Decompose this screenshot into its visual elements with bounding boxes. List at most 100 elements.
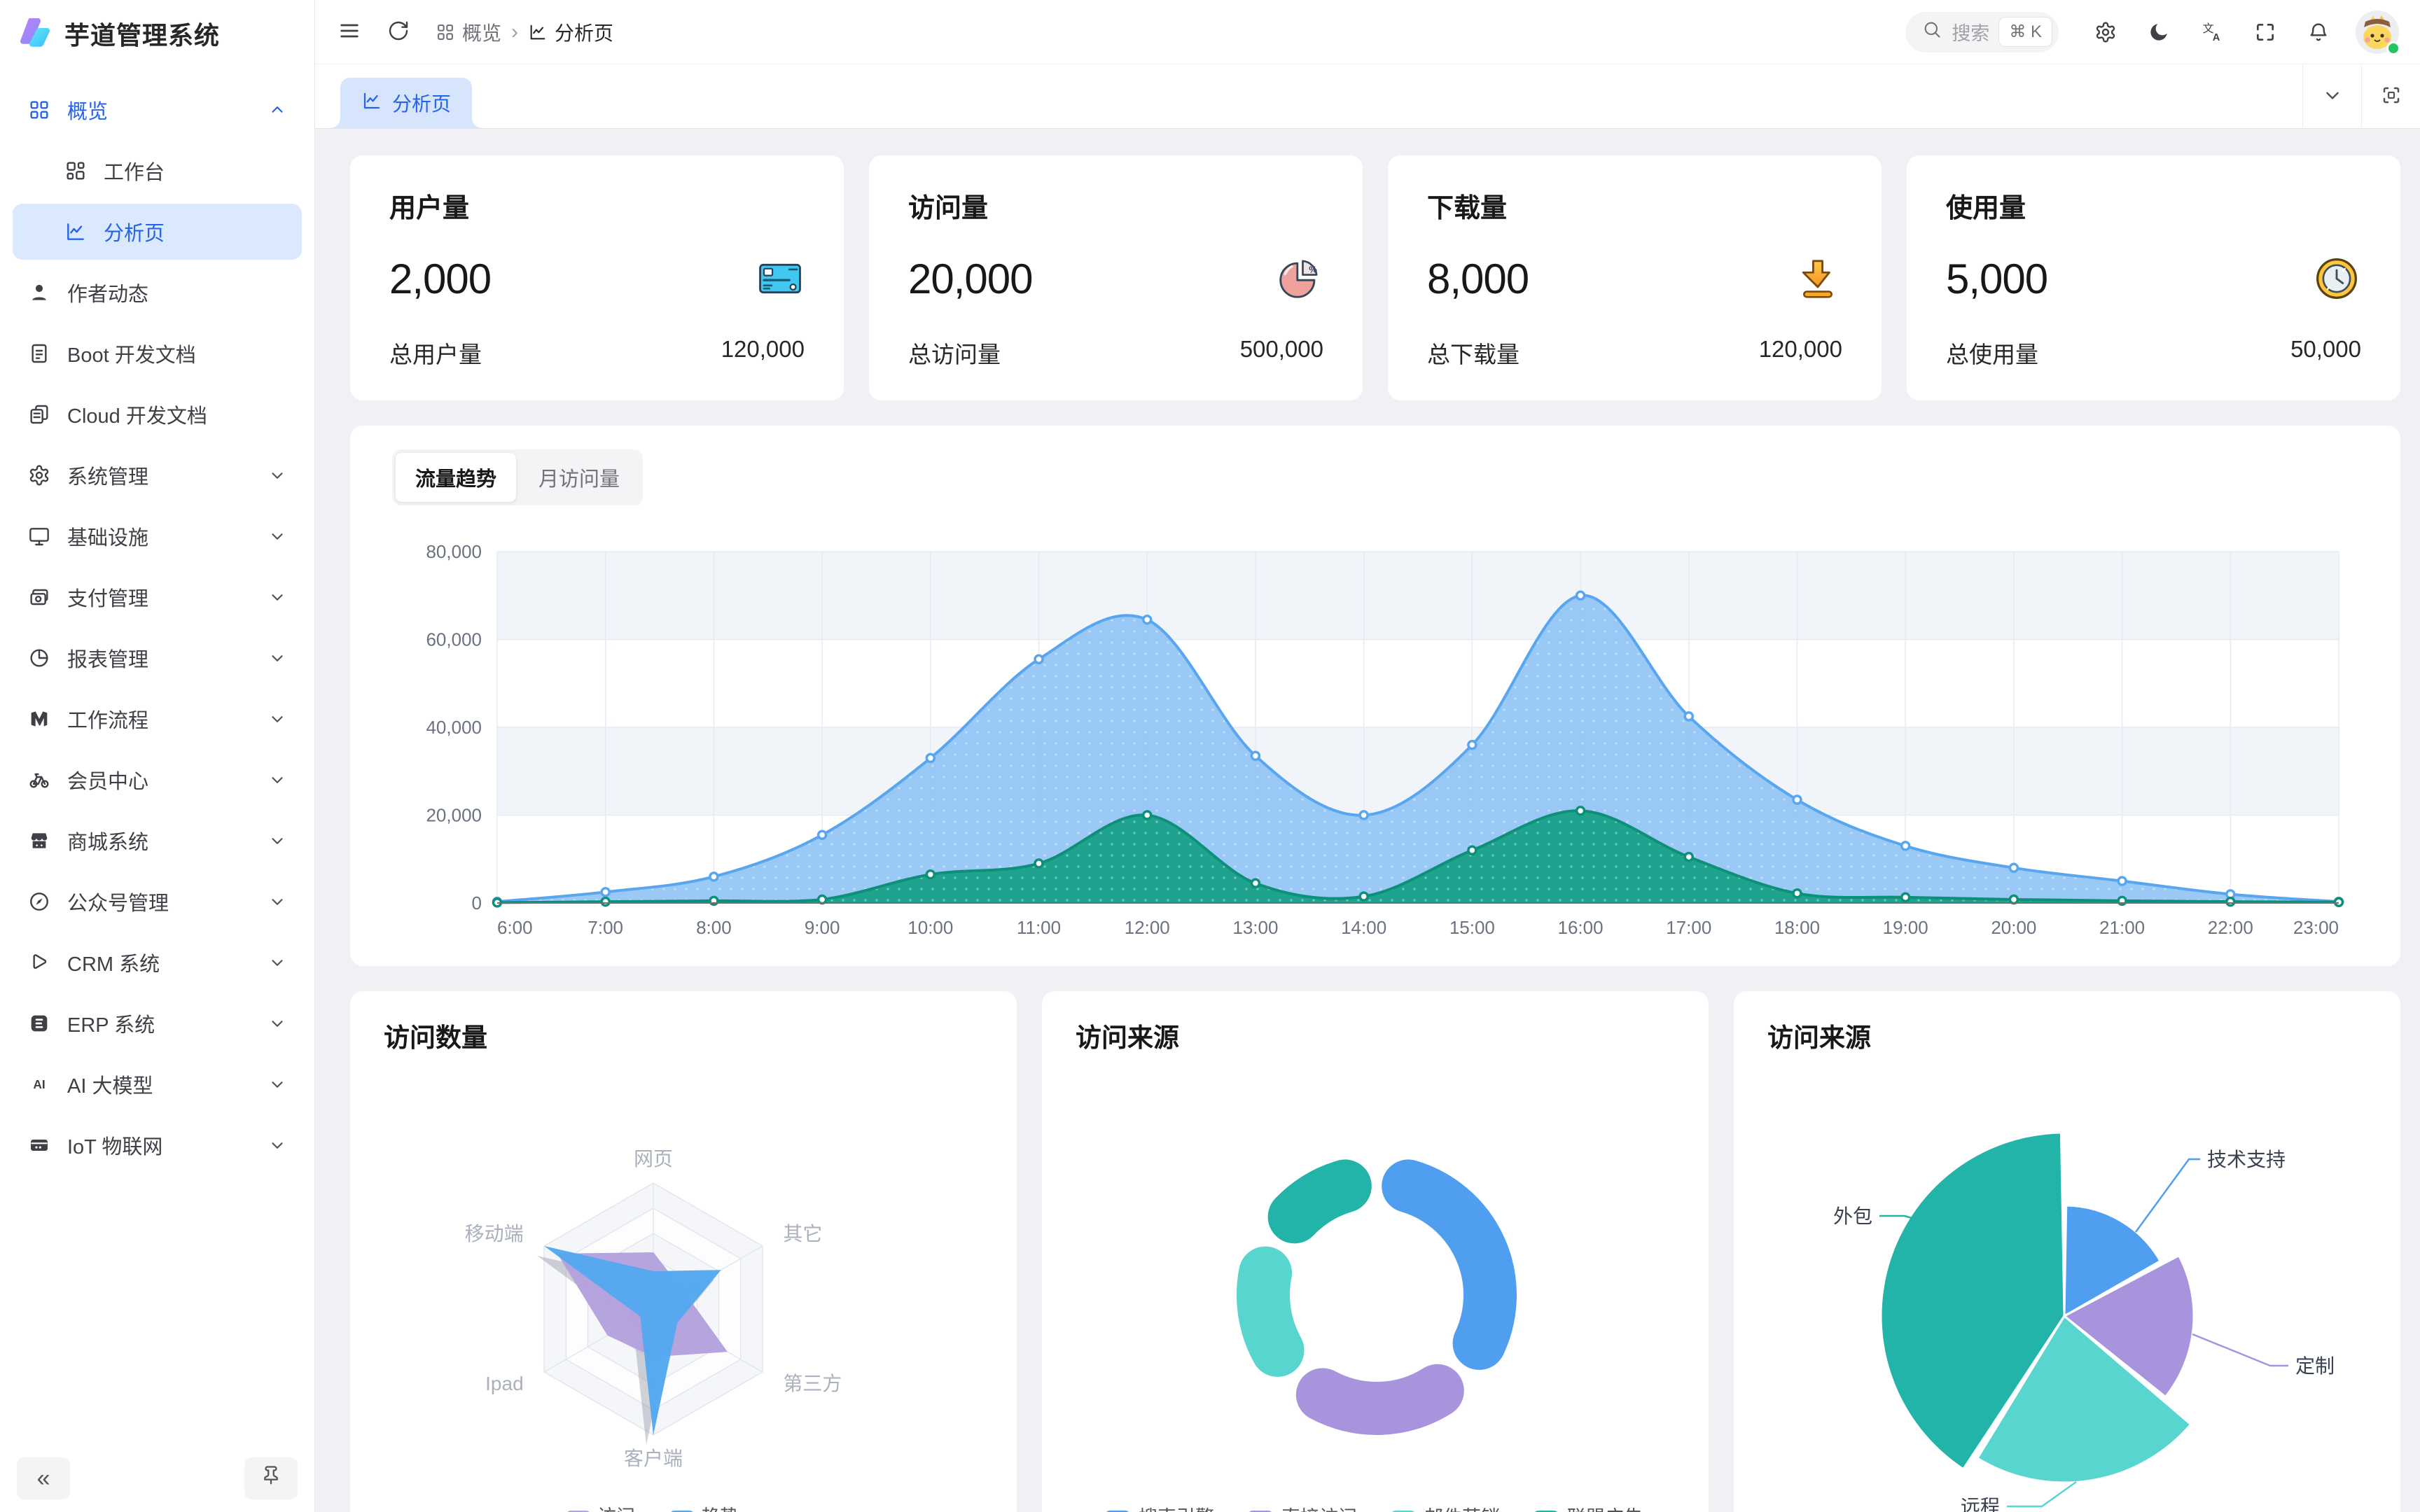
sidebar-item-系统管理[interactable]: 系统管理	[13, 447, 302, 503]
chevron-down-icon	[268, 649, 286, 667]
online-status-dot	[2386, 41, 2400, 55]
svg-text:40,000: 40,000	[426, 717, 482, 738]
svg-text:7:00: 7:00	[587, 917, 623, 938]
svg-text:Ipad: Ipad	[485, 1373, 524, 1394]
tabbar-actions	[2302, 64, 2420, 127]
breadcrumb-item-概览[interactable]: 概览	[436, 18, 501, 46]
collapse-sidebar-button[interactable]: «	[17, 1457, 70, 1499]
grid-icon	[28, 99, 50, 121]
sidebar-item-Cloud 开发文档[interactable]: Cloud 开发文档	[13, 386, 302, 442]
svg-text:10:00: 10:00	[908, 917, 953, 938]
stat-title: 下载量	[1427, 194, 1508, 223]
sidebar-item-公众号管理[interactable]: 公众号管理	[13, 874, 302, 930]
analysis-icon	[64, 220, 87, 243]
stat-footer-value: 120,000	[1758, 336, 1842, 362]
trend-tab-流量趋势[interactable]: 流量趋势	[396, 453, 517, 502]
stat-footer-label: 总使用量	[1946, 342, 2038, 368]
sidebar-item-label: 会员中心	[67, 771, 149, 793]
sidebar-item-工作流程[interactable]: 工作流程	[13, 691, 302, 747]
tab-analysis[interactable]: 分析页	[330, 78, 482, 128]
search-icon	[1922, 20, 1942, 44]
sidebar-item-会员中心[interactable]: 会员中心	[13, 752, 302, 808]
sidebar-item-概览[interactable]: 概览	[13, 82, 302, 138]
sidebar-item-CRM 系统[interactable]: CRM 系统	[13, 934, 302, 990]
pin-sidebar-button[interactable]	[244, 1457, 298, 1499]
breadcrumb-item-分析页[interactable]: 分析页	[528, 18, 613, 46]
content-maximize-button[interactable]	[2361, 64, 2420, 127]
tabbar: 分析页	[315, 64, 2420, 129]
svg-text:22:00: 22:00	[2208, 917, 2253, 938]
svg-text:网页: 网页	[634, 1148, 673, 1170]
sidebar-item-label: 概览	[67, 101, 109, 123]
svg-text:远程: 远程	[1961, 1496, 2000, 1512]
maximize-icon	[2381, 85, 2402, 108]
svg-text:18:00: 18:00	[1774, 917, 1820, 938]
shop-icon	[28, 830, 50, 852]
notifications-button[interactable]	[2300, 13, 2337, 51]
sidebar-item-label: 系统管理	[67, 466, 149, 489]
sidebar-item-分析页[interactable]: 分析页	[13, 204, 302, 260]
fullscreen-button[interactable]	[2246, 13, 2284, 51]
svg-text:客户端: 客户端	[624, 1448, 683, 1469]
settings-button[interactable]	[2087, 13, 2125, 51]
sidebar-item-报表管理[interactable]: 报表管理	[13, 630, 302, 686]
sidebar-item-label: 报表管理	[67, 649, 149, 671]
svg-text:定制: 定制	[2295, 1355, 2335, 1377]
sidebar-item-商城系统[interactable]: 商城系统	[13, 813, 302, 869]
sidebar-item-label: 公众号管理	[67, 892, 169, 915]
card-blue-icon	[756, 254, 805, 303]
sidebar-item-label: 商城系统	[67, 832, 149, 854]
sidebar-item-label: 作者动态	[67, 284, 149, 306]
svg-text:访问: 访问	[597, 1506, 635, 1512]
tab-list-dropdown-button[interactable]	[2302, 64, 2361, 127]
stat-footer-value: 500,000	[1239, 336, 1323, 362]
svg-text:11:00: 11:00	[1017, 917, 1061, 938]
refresh-button[interactable]	[380, 13, 417, 51]
chevron-down-icon	[268, 527, 286, 545]
sidebar-item-ERP 系统[interactable]: ERP 系统	[13, 995, 302, 1051]
svg-text:直接访问: 直接访问	[1281, 1507, 1357, 1512]
sidebar-item-label: 工作台	[104, 162, 165, 184]
svg-text:技术支持: 技术支持	[2207, 1149, 2286, 1170]
sidebar: 芋道管理系统 概览工作台分析页作者动态 Boot 开发文档 Cloud 开发文档系统…	[0, 0, 315, 1512]
ai-icon: AI	[28, 1073, 50, 1096]
chevron-down-icon	[268, 832, 286, 850]
sidebar-item-AI 大模型[interactable]: AI AI 大模型	[13, 1056, 302, 1112]
doc-icon	[28, 342, 50, 365]
svg-text:13:00: 13:00	[1232, 917, 1278, 938]
stat-footer-label: 总访问量	[908, 342, 1001, 368]
iot-icon	[28, 1134, 50, 1156]
app-logo[interactable]: 芋道管理系统	[0, 0, 314, 67]
stat-title: 使用量	[1946, 194, 2026, 223]
sidebar-item-基础设施[interactable]: 基础设施	[13, 508, 302, 564]
traffic-trend-card: 流量趋势 月访问量 0 20,000 40,000 60,000 80,000 6:00 7:…	[350, 426, 2400, 966]
trend-tab-月访问量[interactable]: 月访问量	[519, 453, 639, 502]
sidebar-item-IoT 物联网[interactable]: IoT 物联网	[13, 1117, 302, 1173]
stats-row: 用户量 2,000 总用户量 120,000 访问量 20,000% 总访问量 500,000…	[350, 155, 2400, 400]
sidebar-item-作者动态[interactable]: 作者动态	[13, 265, 302, 321]
sidebar-item-label: 分析页	[104, 223, 165, 245]
logo-icon	[18, 15, 52, 52]
sidebar-item-Boot 开发文档[interactable]: Boot 开发文档	[13, 326, 302, 382]
svg-text:20:00: 20:00	[1991, 917, 2036, 938]
avatar[interactable]	[2356, 10, 2400, 55]
stat-value: 5,000	[1946, 255, 2048, 302]
compass-icon	[28, 890, 50, 913]
search-input[interactable]: 搜索 ⌘ K	[1905, 11, 2059, 52]
menu-toggle-button[interactable]	[331, 13, 368, 51]
chevron-down-icon	[268, 1136, 286, 1154]
sidebar-item-支付管理[interactable]: 支付管理	[13, 569, 302, 625]
refresh-icon	[387, 20, 410, 44]
sidebar-item-label: 支付管理	[67, 588, 149, 610]
svg-text:第三方: 第三方	[783, 1373, 842, 1394]
chevron-down-icon	[268, 710, 286, 728]
donut-card: 访问来源 搜索引擎 直接访问 邮件营销 联盟广告	[1042, 991, 1709, 1512]
svg-text:60,000: 60,000	[426, 629, 482, 650]
dark-mode-button[interactable]	[2140, 13, 2178, 51]
sidebar-item-工作台[interactable]: 工作台	[13, 143, 302, 199]
